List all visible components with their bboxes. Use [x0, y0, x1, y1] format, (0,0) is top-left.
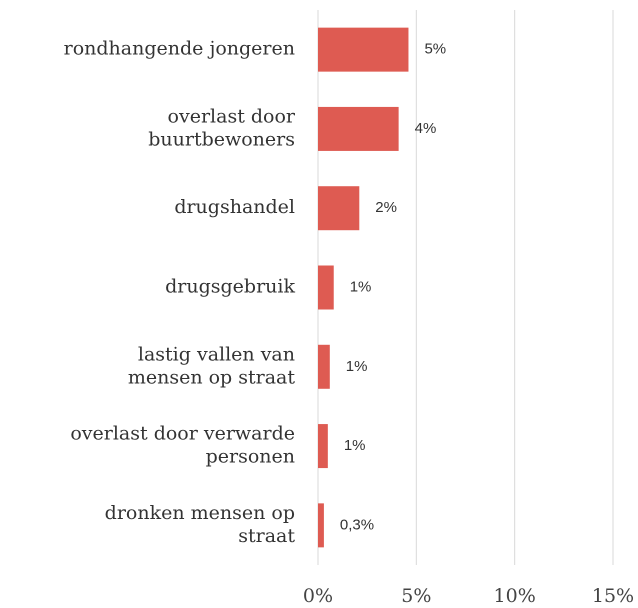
- value-label: 2%: [375, 199, 397, 216]
- bar: [318, 265, 334, 310]
- y-tick-label: dronken mensen op straat: [105, 502, 296, 547]
- bar: [318, 424, 328, 469]
- y-tick-label: drugsgebruik: [165, 276, 295, 298]
- x-tick-label: 5%: [401, 585, 431, 607]
- value-label: 1%: [344, 437, 366, 454]
- x-tick-label: 0%: [303, 585, 333, 607]
- bar: [318, 503, 324, 548]
- bar: [318, 106, 399, 151]
- bar: [318, 27, 409, 72]
- y-tick-label: lastig vallen van mensen op straat: [128, 343, 296, 388]
- x-tick-label: 15%: [592, 585, 634, 607]
- value-label: 4%: [415, 120, 437, 137]
- y-tick-label: rondhangende jongeren: [64, 38, 295, 60]
- bar: [318, 344, 330, 389]
- value-label: 5%: [424, 41, 446, 58]
- y-tick-label: drugshandel: [174, 196, 295, 218]
- value-label: 0,3%: [340, 516, 374, 533]
- value-label: 1%: [346, 358, 368, 375]
- value-label: 1%: [350, 278, 372, 295]
- bar: [318, 186, 360, 231]
- y-tick-label: overlast door buurtbewoners: [148, 105, 296, 150]
- x-tick-label: 10%: [494, 585, 536, 607]
- y-tick-label: overlast door verwarde personen: [70, 423, 295, 468]
